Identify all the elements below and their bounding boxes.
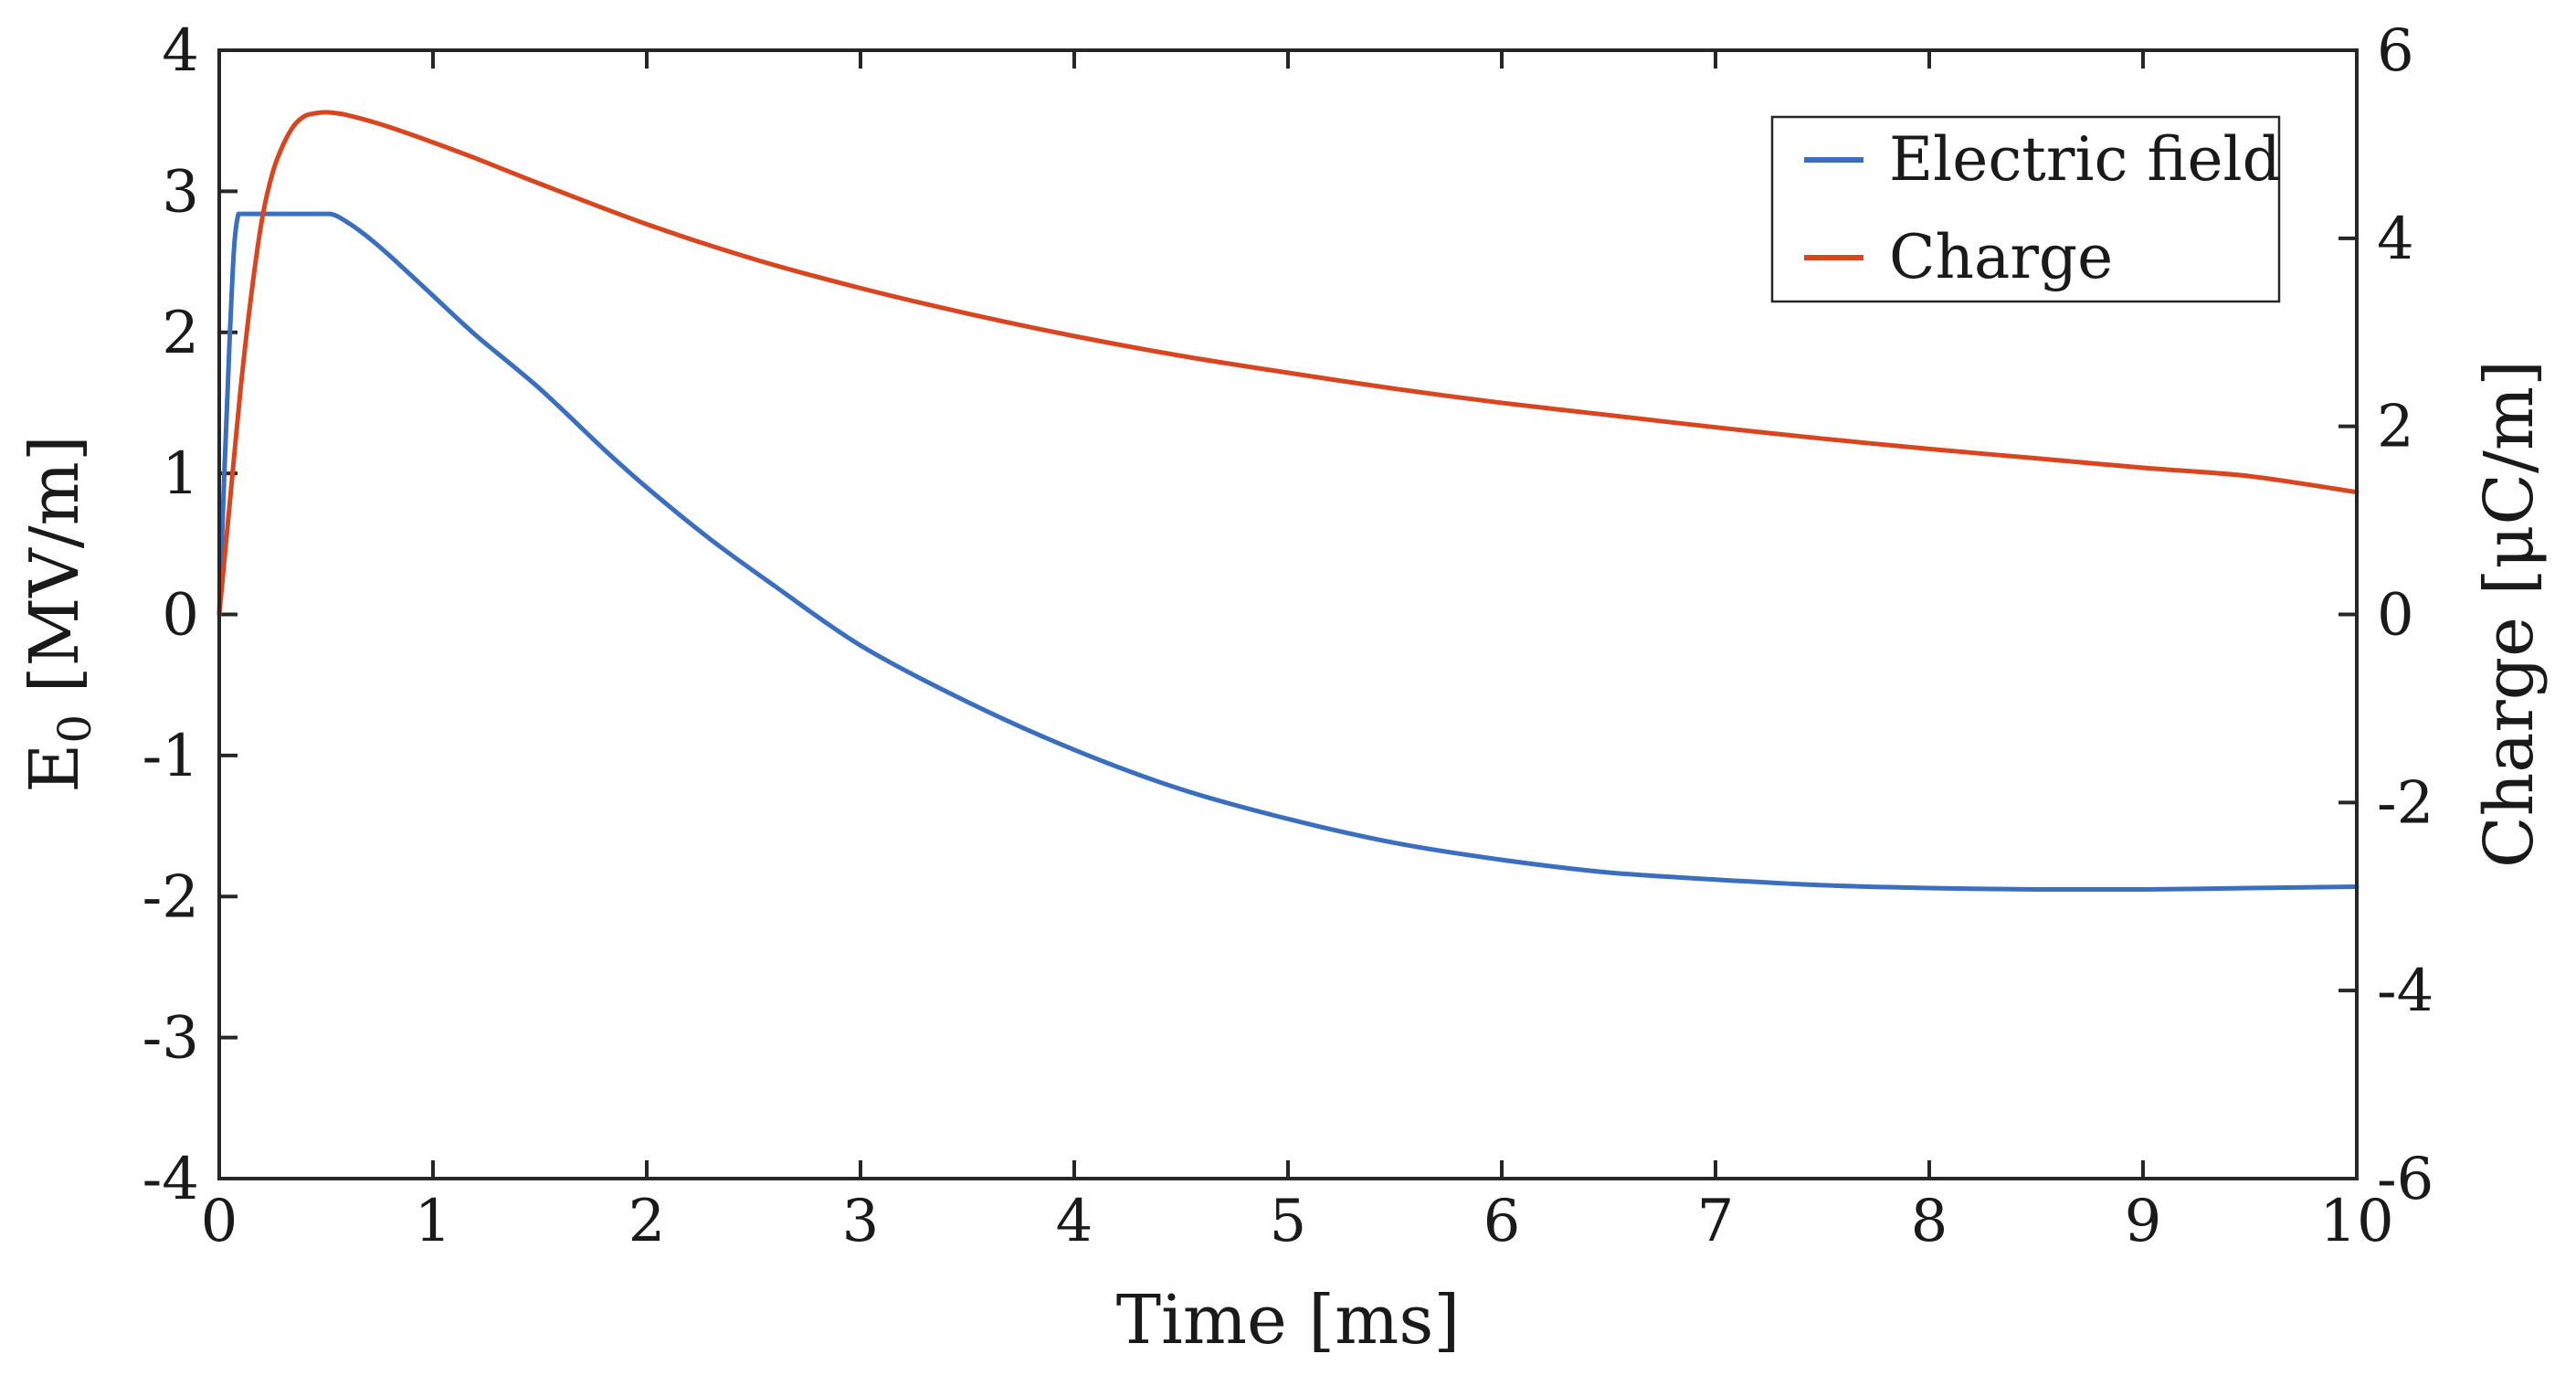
y-right-tick-label: -4 bbox=[2377, 958, 2433, 1025]
y-right-tick-label: 6 bbox=[2377, 17, 2414, 85]
y-right-tick-label: 4 bbox=[2377, 206, 2414, 273]
y-left-tick-label: -1 bbox=[143, 723, 199, 790]
x-tick-label: 1 bbox=[415, 1188, 452, 1255]
y-right-tick-label: -6 bbox=[2377, 1146, 2433, 1213]
legend-box bbox=[1770, 115, 2281, 303]
y-axis-left-label: E0 [MV/m] bbox=[16, 435, 101, 792]
x-tick-label: 2 bbox=[628, 1188, 666, 1255]
y-left-label-subscript: 0 bbox=[48, 714, 101, 744]
y-left-tick-label: -2 bbox=[143, 863, 199, 931]
legend: Electric field Charge bbox=[1770, 115, 2281, 303]
y-left-label-unit: [MV/m] bbox=[16, 435, 94, 714]
x-tick-label: 6 bbox=[1483, 1188, 1521, 1255]
x-tick-label: 4 bbox=[1056, 1188, 1093, 1255]
x-tick-label: 0 bbox=[201, 1188, 238, 1255]
x-tick-label: 8 bbox=[1911, 1188, 1948, 1255]
y-left-tick-label: 0 bbox=[162, 582, 199, 650]
y-left-tick-label: -4 bbox=[143, 1146, 199, 1213]
x-axis-label: Time [ms] bbox=[1116, 1281, 1460, 1360]
ticks-layer: 0 1 2 3 4 5 6 7 8 9 10 -4 -3 -2 -1 0 1 2 3 4 -6 -4 -2 0 2 4 6 bbox=[143, 17, 2434, 1255]
series-layer bbox=[216, 110, 2360, 893]
x-tick-label: 7 bbox=[1697, 1188, 1735, 1255]
y-right-tick-label: -2 bbox=[2377, 769, 2433, 837]
y-right-tick-label: 0 bbox=[2377, 582, 2414, 650]
series-line-charge bbox=[216, 110, 2360, 617]
y-left-tick-label: 2 bbox=[162, 300, 199, 367]
legend-label-charge: Charge bbox=[1889, 222, 2113, 292]
x-tick-label: 5 bbox=[1270, 1188, 1307, 1255]
y-left-label-main: E bbox=[16, 744, 94, 793]
series-line-electric-field bbox=[216, 211, 2360, 893]
legend-label-electric-field: Electric field bbox=[1889, 124, 2281, 195]
plot-area-frame bbox=[217, 48, 2359, 1180]
y-axis-right-label: Charge [μC/m] bbox=[2470, 360, 2549, 868]
y-left-tick-label: 3 bbox=[162, 158, 199, 226]
y-left-tick-label: 1 bbox=[162, 440, 199, 508]
x-tick-label: 10 bbox=[2319, 1188, 2393, 1255]
y-left-tick-label: 4 bbox=[162, 17, 199, 85]
y-left-tick-label: -3 bbox=[143, 1005, 199, 1073]
x-tick-label: 9 bbox=[2125, 1188, 2162, 1255]
x-tick-label: 3 bbox=[842, 1188, 880, 1255]
y-right-tick-label: 2 bbox=[2377, 394, 2414, 461]
